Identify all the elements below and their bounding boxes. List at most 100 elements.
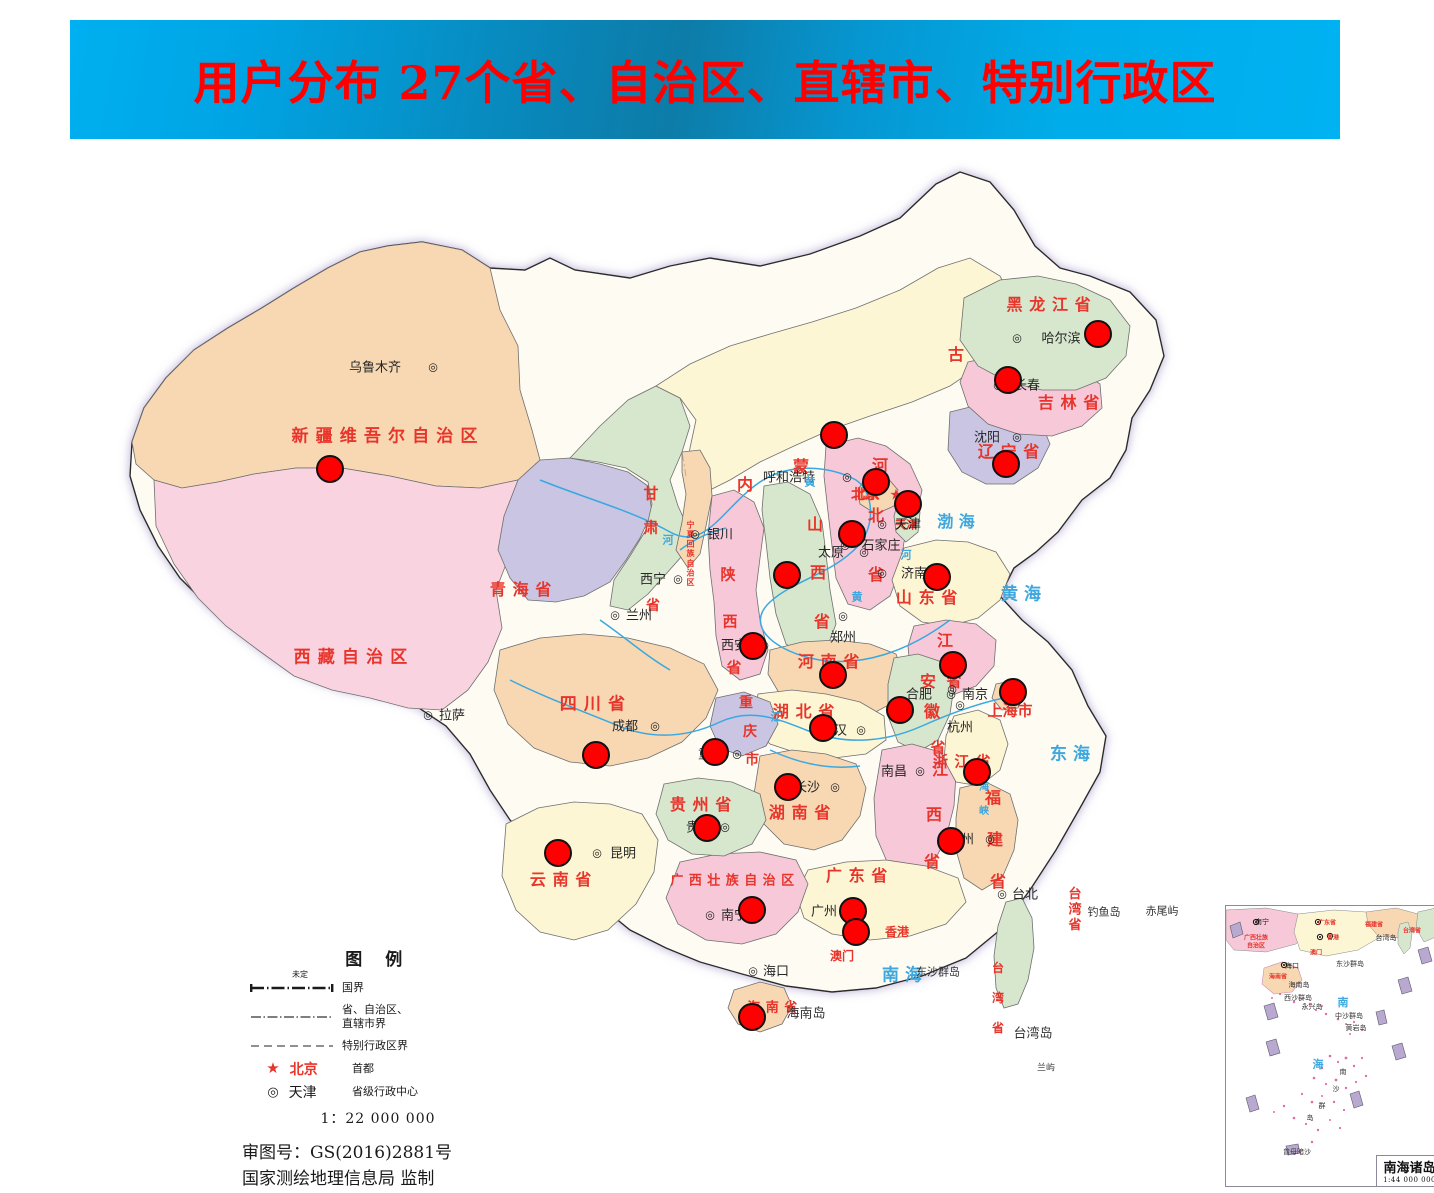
inset-label: 南 <box>1337 996 1349 1009</box>
user-marker-dot[interactable] <box>1084 320 1112 348</box>
city-dot-icon: ◎ <box>838 610 848 623</box>
inset-label: 自治区 <box>1246 942 1266 950</box>
city-dot-icon: ◎ <box>859 546 869 559</box>
user-marker-dot[interactable] <box>939 651 967 679</box>
city-label: 台北 <box>1011 887 1039 903</box>
legend-label-national-border: 国界 <box>342 981 364 995</box>
china-map-svg <box>129 171 1165 1033</box>
city-label: 合肥 <box>905 687 933 703</box>
user-marker-dot[interactable] <box>738 1003 766 1031</box>
city-label: 太原 <box>817 545 845 561</box>
user-marker-dot[interactable] <box>994 366 1022 394</box>
inset-label: 群 <box>1318 1102 1326 1110</box>
province-label: 省 <box>989 872 1007 891</box>
city-dot-icon: ◎ <box>955 699 965 712</box>
province-label: 蒙 <box>792 457 810 476</box>
user-marker-dot[interactable] <box>963 758 991 786</box>
province-label: 新疆维吾尔自治区 <box>291 426 485 447</box>
inset-label: 西沙群岛 <box>1284 994 1312 1002</box>
province-label: 省 <box>646 598 660 614</box>
title-banner: 用户分布 27个省、自治区、直辖市、特别行政区 <box>70 20 1340 139</box>
city-dot-icon: ◎ <box>842 471 852 484</box>
province-label: 香港 <box>884 925 910 939</box>
province-label: 青海省 <box>489 580 559 599</box>
legend-title: 图 例 <box>345 950 411 970</box>
city-dot-icon: ◎ <box>748 965 758 978</box>
province-label: 天津 <box>895 518 917 532</box>
legend-label-sar-border: 特别行政区界 <box>342 1038 408 1052</box>
sea-label: 渤 海 <box>937 512 975 531</box>
legend-label-province-border: 省、自治区、 直辖市界 <box>342 1003 408 1030</box>
island-label: 兰屿 <box>1036 1063 1056 1074</box>
legend-item-capital: ★ 北京 首都 <box>248 1061 508 1078</box>
province-label: 省 <box>726 658 742 677</box>
user-marker-dot[interactable] <box>820 421 848 449</box>
user-marker-dot[interactable] <box>774 773 802 801</box>
city-dot-icon: ◎ <box>997 888 1007 901</box>
inset-label: 海南省 <box>1268 973 1288 981</box>
province-label: 江 <box>931 760 949 779</box>
city-dot-icon: ◎ <box>946 688 956 701</box>
city-dot-icon: ◎ <box>690 528 700 541</box>
user-marker-dot[interactable] <box>838 520 866 548</box>
user-marker-dot[interactable] <box>738 896 766 924</box>
legend-item-sar-border: 特别行政区界 <box>248 1038 508 1054</box>
city-dot-icon: ◎ <box>915 765 925 778</box>
province-label: 内 <box>736 475 754 494</box>
city-label: 南京 <box>961 687 989 703</box>
city-label: 西宁 <box>639 572 667 588</box>
user-marker-dot[interactable] <box>894 490 922 518</box>
province-label: 省 <box>991 1021 1005 1035</box>
user-marker-dot[interactable] <box>316 455 344 483</box>
user-marker-dot[interactable] <box>582 741 610 769</box>
user-marker-dot[interactable] <box>701 738 729 766</box>
user-marker-dot[interactable] <box>842 918 870 946</box>
user-marker-dot[interactable] <box>862 468 890 496</box>
map-scale: 1：22 000 000 <box>320 1110 436 1127</box>
city-label: 济南 <box>900 566 928 582</box>
user-marker-dot[interactable] <box>693 814 721 842</box>
province-label: 湾 <box>991 991 1005 1005</box>
user-marker-dot[interactable] <box>923 563 951 591</box>
sea-label: 峡 <box>979 806 989 817</box>
province-capital-symbol: ◎ 天津 <box>248 1084 336 1101</box>
city-label: 银川 <box>706 527 734 543</box>
island-label: 东沙群岛 <box>916 965 960 979</box>
user-marker-dot[interactable] <box>937 827 965 855</box>
city-dot-icon: ◎ <box>1012 431 1022 444</box>
legend-province-capital-name: 天津 <box>288 1084 317 1101</box>
province-label: 广东省 <box>825 866 895 885</box>
province-label: 甘 <box>643 484 659 503</box>
user-marker-dot[interactable] <box>809 714 837 742</box>
sea-label: 海 <box>979 782 989 793</box>
user-marker-dot[interactable] <box>886 696 914 724</box>
inset-label: 福建省 <box>1364 921 1384 929</box>
city-label: 哈尔滨 <box>1041 331 1081 347</box>
inset-label: 黄岩岛 <box>1345 1024 1367 1032</box>
inset-label: 南 <box>1339 1068 1347 1076</box>
legend-item-province-capital: ◎ 天津 省级行政中心 <box>248 1084 508 1101</box>
south-china-sea-inset: 南宁 广西壮族 自治区 广东省 福建省 台湾省 香港 澳门 台湾岛 东沙群岛 海口 海南省 海南岛 西沙群… <box>1225 905 1434 1187</box>
province-label: 陕 <box>720 565 736 584</box>
approval-agency: 国家测绘地理信息局 监制 <box>242 1169 435 1190</box>
user-marker-dot[interactable] <box>992 450 1020 478</box>
province-label: 西 <box>722 612 738 631</box>
inset-label: 澳门 <box>1309 949 1323 957</box>
city-label: 沈阳 <box>973 430 1001 446</box>
user-marker-dot[interactable] <box>544 839 572 867</box>
inset-label: 东沙群岛 <box>1336 960 1364 968</box>
city-dot-icon: ◎ <box>732 748 742 761</box>
inset-label: 台湾岛 <box>1375 934 1397 942</box>
user-marker-dot[interactable] <box>739 632 767 660</box>
user-marker-dot[interactable] <box>999 678 1027 706</box>
inset-label: 台湾省 <box>1402 927 1422 935</box>
island-label: 赤尾屿 <box>1145 904 1179 918</box>
city-label: 南昌 <box>880 764 908 780</box>
china-map: 新疆维吾尔自治区 西藏自治区 青海省甘肃省内蒙古宁夏回族自治区陕西省山西省河北省北京… <box>70 150 1434 1189</box>
inset-label: 曾母暗沙 <box>1283 1148 1311 1156</box>
user-marker-dot[interactable] <box>773 561 801 589</box>
city-label: 杭州 <box>946 720 974 736</box>
user-marker-dot[interactable] <box>819 661 847 689</box>
sar-border-symbol <box>248 1038 336 1054</box>
city-label: 广州 <box>810 904 838 920</box>
